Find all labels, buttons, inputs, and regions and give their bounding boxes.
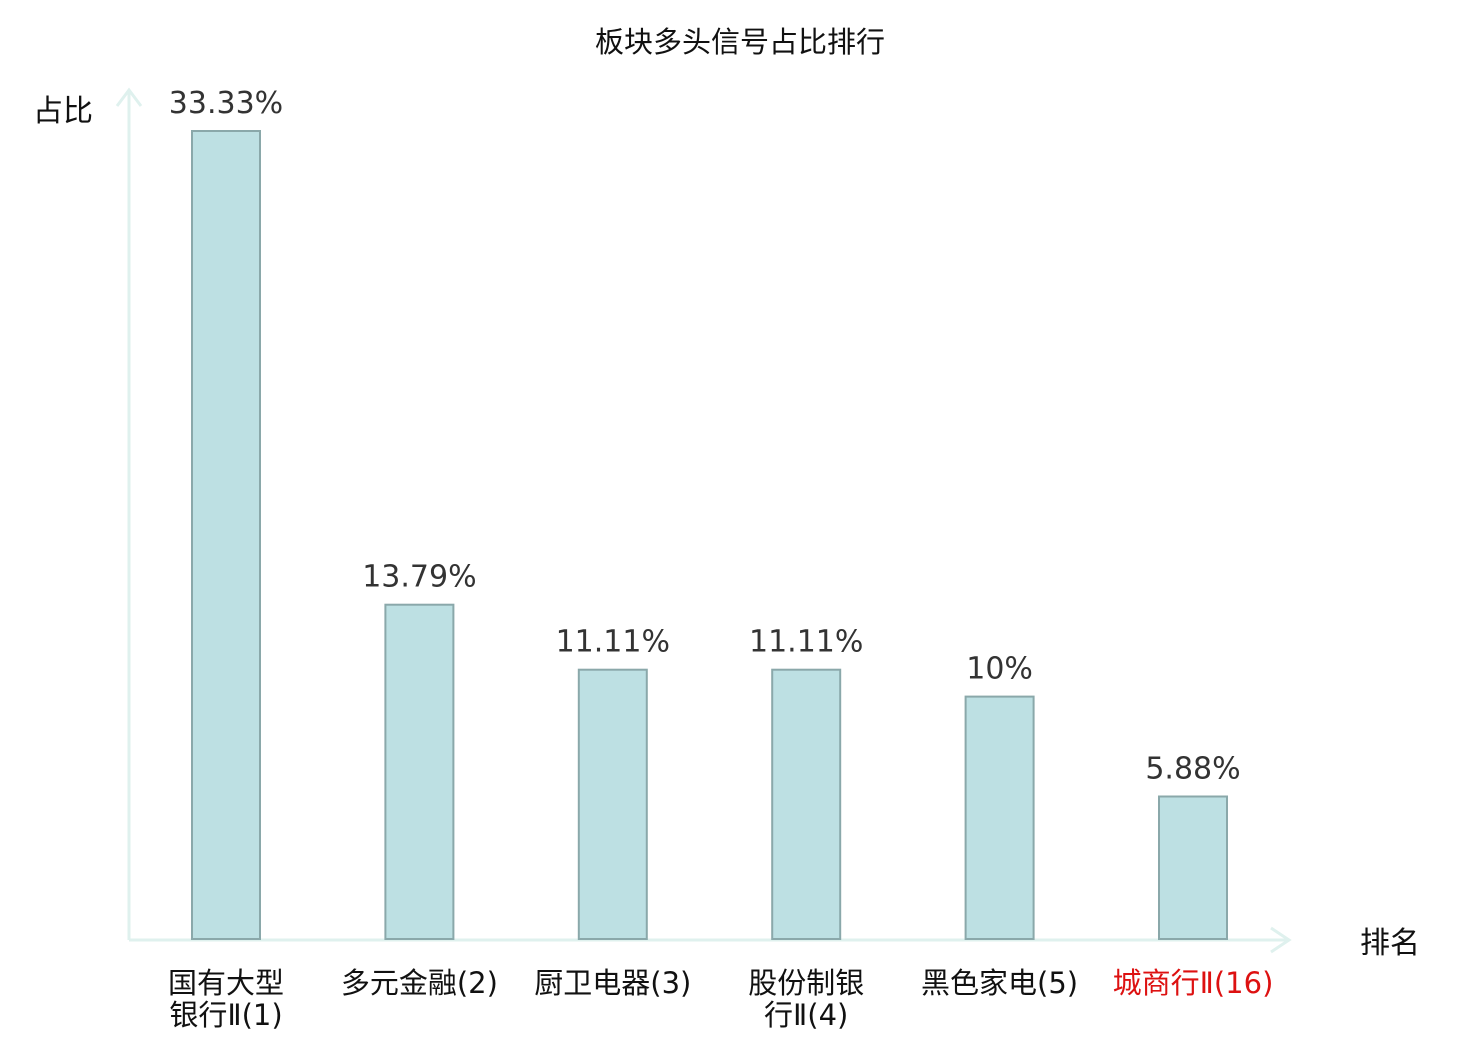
category-label-line: 黑色家电(5) [921,966,1078,1000]
category-label: 多元金融(2) [341,966,498,1000]
category-labels: 国有大型银行Ⅱ(1) 多元金融(2) 厨卫电器(3) 股份制银行Ⅱ(4) 黑色家电(5)… [168,966,1273,1032]
bar [191,130,261,940]
y-axis-label: 占比 [33,94,93,129]
bars [191,130,1228,940]
x-axis [129,926,1292,954]
category-label: 国有大型银行Ⅱ(1) [168,966,284,1032]
category-label-line: 城商行Ⅱ(16) [1113,966,1274,1000]
bar [384,603,455,940]
category-label-line: 多元金融(2) [341,966,498,1000]
bar [1158,795,1228,940]
category-label: 黑色家电(5) [921,966,1078,1000]
bar [771,668,842,940]
chart-title: 板块多头信号占比排行 [595,25,885,59]
category-label-line: 银行Ⅱ(1) [169,998,282,1032]
category-label-line: 国有大型 [168,966,284,1000]
bar-value-label: 11.11% [556,625,670,660]
category-label-line: 厨卫电器(3) [534,966,691,1000]
x-axis-label: 排名 [1360,926,1420,961]
value-labels: 33.33% 13.79% 11.11% 11.11% 10% 5.88% [169,86,1241,787]
bar-value-label: 13.79% [362,560,476,595]
bar-value-label: 11.11% [749,625,863,660]
bar [577,668,648,940]
category-label: 股份制银行Ⅱ(4) [748,966,864,1032]
category-label-line: 股份制银 [748,966,864,1000]
category-label-line: 行Ⅱ(4) [764,998,848,1032]
category-label: 城商行Ⅱ(16) [1113,966,1274,1000]
bar-value-label: 33.33% [169,86,283,121]
category-label: 厨卫电器(3) [534,966,691,1000]
bar-value-label: 10% [966,652,1033,687]
y-axis [115,87,143,940]
bar [964,695,1035,940]
bar-value-label: 5.88% [1145,752,1240,787]
